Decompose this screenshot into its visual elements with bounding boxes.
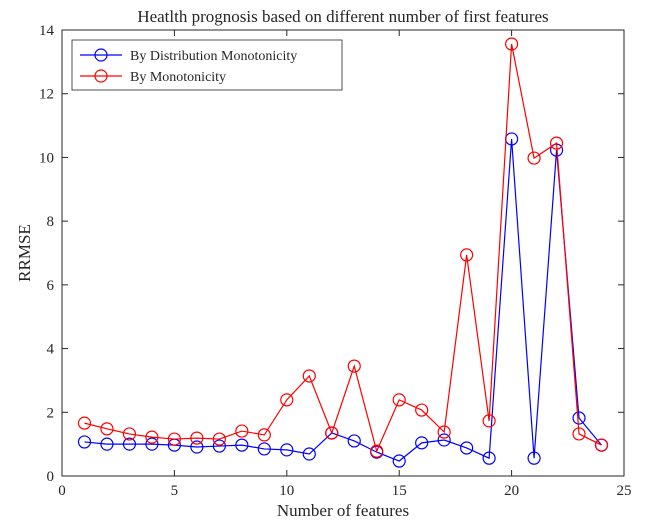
marker xyxy=(482,414,496,428)
marker xyxy=(572,427,586,441)
y-tick-label: 0 xyxy=(47,469,55,485)
marker xyxy=(594,438,609,452)
y-tick-label: 14 xyxy=(39,23,55,39)
marker xyxy=(235,424,249,438)
marker xyxy=(212,432,226,446)
plot-area xyxy=(61,29,625,477)
marker xyxy=(437,425,451,439)
marker xyxy=(347,434,361,448)
marker xyxy=(437,433,451,447)
marker xyxy=(145,437,159,451)
marker xyxy=(415,403,429,417)
y-tick-label: 4 xyxy=(47,342,55,358)
y-tick-label: 6 xyxy=(47,278,55,294)
x-tick-label: 0 xyxy=(58,483,66,499)
x-axis-label: Number of features xyxy=(277,501,409,520)
marker xyxy=(235,438,249,452)
marker xyxy=(505,37,519,51)
marker xyxy=(100,437,114,451)
marker xyxy=(370,444,384,458)
marker xyxy=(460,441,474,455)
marker xyxy=(77,416,92,430)
marker xyxy=(257,442,271,456)
y-tick-label: 10 xyxy=(39,150,54,166)
marker xyxy=(572,411,586,425)
legend-label: By Monotonicity xyxy=(130,70,226,85)
marker xyxy=(122,427,137,441)
marker xyxy=(167,432,181,446)
y-axis-label: RRMSE xyxy=(15,224,34,282)
y-tick-label: 2 xyxy=(47,405,55,421)
marker xyxy=(145,430,159,444)
x-tick-label: 15 xyxy=(392,483,407,499)
series-line xyxy=(84,138,602,462)
x-tick-label: 5 xyxy=(171,483,179,499)
marker xyxy=(280,393,294,407)
marker xyxy=(527,151,541,165)
marker xyxy=(347,359,361,373)
marker xyxy=(415,436,429,450)
marker xyxy=(280,443,294,457)
chart-title: Heatlth prognosis based on different num… xyxy=(137,7,548,26)
marker xyxy=(212,439,226,453)
x-tick-label: 10 xyxy=(279,483,294,499)
marker xyxy=(190,431,204,445)
legend-label: By Distribution Monotonicity xyxy=(130,49,297,64)
marker xyxy=(482,451,496,465)
marker xyxy=(392,393,406,407)
marker xyxy=(190,440,204,454)
marker xyxy=(257,428,271,442)
marker xyxy=(100,422,114,436)
marker xyxy=(302,447,316,461)
marker xyxy=(392,454,406,468)
marker xyxy=(122,437,137,451)
x-tick-label: 25 xyxy=(617,483,632,499)
legend-marker xyxy=(94,69,108,83)
y-tick-label: 12 xyxy=(39,87,54,103)
marker xyxy=(77,435,92,449)
y-tick-label: 8 xyxy=(47,214,55,230)
marker xyxy=(549,136,564,150)
series-line xyxy=(84,43,602,453)
legend-marker xyxy=(94,48,108,62)
legend-box xyxy=(71,39,343,91)
marker xyxy=(527,451,541,465)
x-tick-label: 20 xyxy=(504,483,519,499)
marker xyxy=(460,248,474,262)
marker xyxy=(302,369,316,383)
marker xyxy=(325,426,339,440)
